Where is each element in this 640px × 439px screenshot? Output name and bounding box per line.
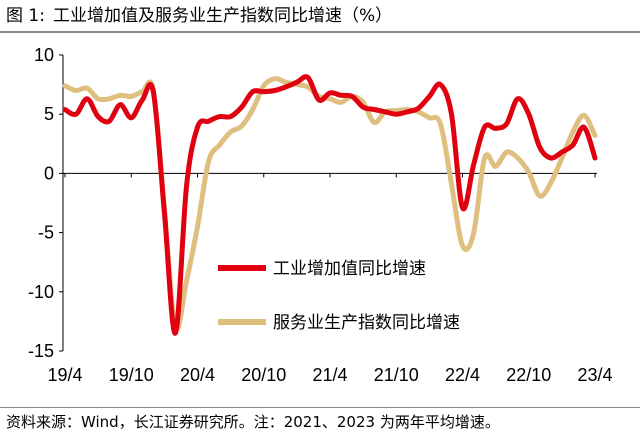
axes: 10 5 0 -5 -10 -15 19/4 19/10 20/4 20/10 21/4 21/10 2… [28, 45, 613, 385]
y-tick-label: 5 [44, 104, 54, 124]
x-tick-label: 20/4 [180, 365, 215, 385]
y-tick-label: -5 [38, 223, 54, 243]
y-tick-label: -15 [28, 341, 54, 361]
figure-title-text: 工业增加值及服务业生产指数同比增速（%） [52, 6, 393, 26]
source-note: 资料来源：Wind，长江证券研究所。注：2021、2023 为两年平均增速。 [6, 413, 500, 431]
bottom-divider [0, 407, 640, 408]
series-line-industrial-value-added [62, 74, 598, 336]
y-tick-label: 0 [44, 163, 54, 183]
x-tick-label: 19/10 [109, 365, 154, 385]
x-tick-label: 21/10 [374, 365, 419, 385]
x-tick-label: 19/4 [47, 365, 82, 385]
legend-label: 工业增加值同比增速 [273, 259, 426, 279]
series-lines [62, 74, 598, 336]
series-line-services-production-index [62, 76, 598, 332]
x-tick-label: 20/10 [241, 365, 286, 385]
x-tick-label: 21/4 [312, 365, 347, 385]
legend-label: 服务业生产指数同比增速 [273, 313, 460, 333]
figure-label: 图 1: [6, 6, 45, 26]
y-tick-label: -10 [28, 282, 54, 302]
x-tick-label: 22/10 [506, 365, 551, 385]
top-divider [0, 31, 640, 33]
x-tick-label: 22/4 [445, 365, 480, 385]
x-tick-label: 23/4 [577, 365, 612, 385]
figure-title: 图 1: 工业增加值及服务业生产指数同比增速（%） [6, 4, 392, 28]
y-tick-label: 10 [34, 45, 54, 65]
